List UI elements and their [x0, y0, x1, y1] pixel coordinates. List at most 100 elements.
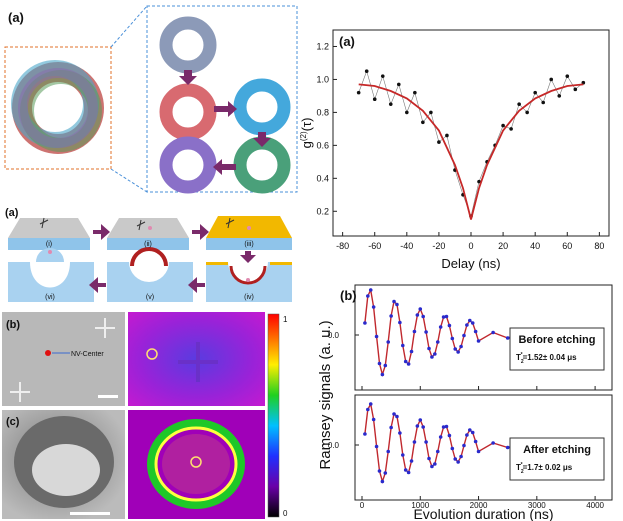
ring — [233, 136, 291, 194]
data-point — [462, 333, 466, 338]
plot-frame — [354, 284, 613, 391]
data-point — [377, 469, 382, 473]
data-point — [470, 430, 475, 435]
data-point — [465, 323, 469, 327]
data-point — [409, 459, 414, 463]
image-panels: NV-Center (b) (c) — [2, 312, 280, 519]
data-point — [470, 321, 475, 325]
data-point — [403, 468, 408, 472]
ring — [159, 136, 217, 194]
data-line — [358, 70, 584, 218]
data-point — [447, 323, 452, 328]
data-point — [413, 90, 417, 95]
data-point — [388, 102, 393, 106]
panel-label: (b) — [340, 288, 357, 303]
y-tick-label: 0.0 — [328, 331, 340, 340]
data-point — [398, 320, 402, 325]
data-point — [374, 444, 379, 449]
x-tick-label: 40 — [530, 241, 540, 251]
data-point — [418, 307, 423, 311]
data-point — [435, 449, 440, 454]
data-point — [427, 456, 431, 461]
data-point — [421, 120, 425, 125]
x-tick-label: -80 — [336, 241, 349, 251]
x-tick-label: -20 — [432, 241, 445, 251]
data-point — [491, 330, 495, 335]
data-point — [427, 346, 431, 351]
y-label-rest: (τ) — [299, 118, 314, 132]
y-tick-label: 0.0 — [328, 441, 340, 450]
data-point — [386, 449, 391, 454]
data-point — [395, 414, 399, 419]
data-point — [368, 402, 373, 406]
step-label: (iii) — [244, 241, 253, 248]
colorbar — [267, 313, 280, 518]
steps — [8, 216, 292, 302]
data-point — [468, 318, 472, 323]
data-point — [438, 325, 443, 329]
nv-label: NV-Center — [71, 351, 104, 358]
data-point — [505, 445, 510, 450]
data-point — [363, 321, 367, 325]
y-tick-label: 0.6 — [316, 140, 329, 150]
y-tick-label: 0.2 — [316, 206, 329, 216]
data-point — [505, 336, 510, 340]
annotation-title: After etching — [523, 444, 591, 456]
x-tick-label: -40 — [400, 241, 413, 251]
data-point — [557, 94, 562, 98]
data-point — [395, 302, 399, 307]
x-tick-label: 60 — [562, 241, 572, 251]
data-point — [441, 315, 446, 319]
data-point — [396, 82, 401, 87]
data-point — [374, 334, 379, 339]
x-tick-label: 4000 — [586, 501, 604, 510]
data-point — [377, 361, 382, 366]
data-point — [541, 100, 546, 105]
data-point — [400, 343, 405, 348]
data-point — [363, 432, 367, 436]
ring — [233, 78, 291, 136]
data-point — [372, 97, 377, 102]
step-label: (v) — [146, 294, 154, 301]
data-point — [429, 110, 433, 115]
data-point — [406, 362, 411, 366]
data-point — [430, 355, 434, 359]
colorbar-tick-label: 1 — [283, 315, 288, 324]
y-tick-label: 0.4 — [316, 173, 329, 183]
data-point — [366, 407, 370, 412]
y-tick-label: 1.0 — [316, 74, 329, 84]
zoom-line — [110, 5, 148, 48]
arrows — [89, 224, 256, 293]
x-tick-label: -60 — [368, 241, 381, 251]
data-point — [366, 294, 370, 298]
data-point — [565, 74, 570, 78]
data-point — [430, 464, 434, 469]
data-point — [525, 110, 529, 115]
data-point — [444, 314, 449, 319]
data-point — [400, 453, 405, 457]
y-tick-label: 1.2 — [316, 41, 329, 51]
data-point — [473, 329, 478, 334]
panel-label: (c) — [6, 416, 20, 428]
data-point — [433, 462, 437, 466]
ring — [159, 16, 217, 74]
panel-label: (a) — [339, 34, 355, 49]
data-point — [476, 449, 481, 454]
data-point — [476, 339, 481, 343]
step-label: (ii) — [144, 241, 152, 248]
data-point — [392, 412, 396, 416]
zoom-line — [110, 168, 148, 193]
data-point — [392, 299, 396, 304]
t2-sup: * — [521, 352, 523, 358]
data-point — [491, 441, 495, 445]
data-point — [456, 460, 460, 464]
data-point — [386, 340, 391, 344]
t2-sup: * — [521, 462, 523, 468]
data-point — [501, 123, 505, 128]
data-point — [462, 443, 466, 448]
data-point — [549, 77, 554, 82]
data-point — [421, 425, 425, 429]
data-point — [383, 471, 388, 475]
data-point — [380, 479, 385, 484]
data-point — [477, 179, 481, 184]
